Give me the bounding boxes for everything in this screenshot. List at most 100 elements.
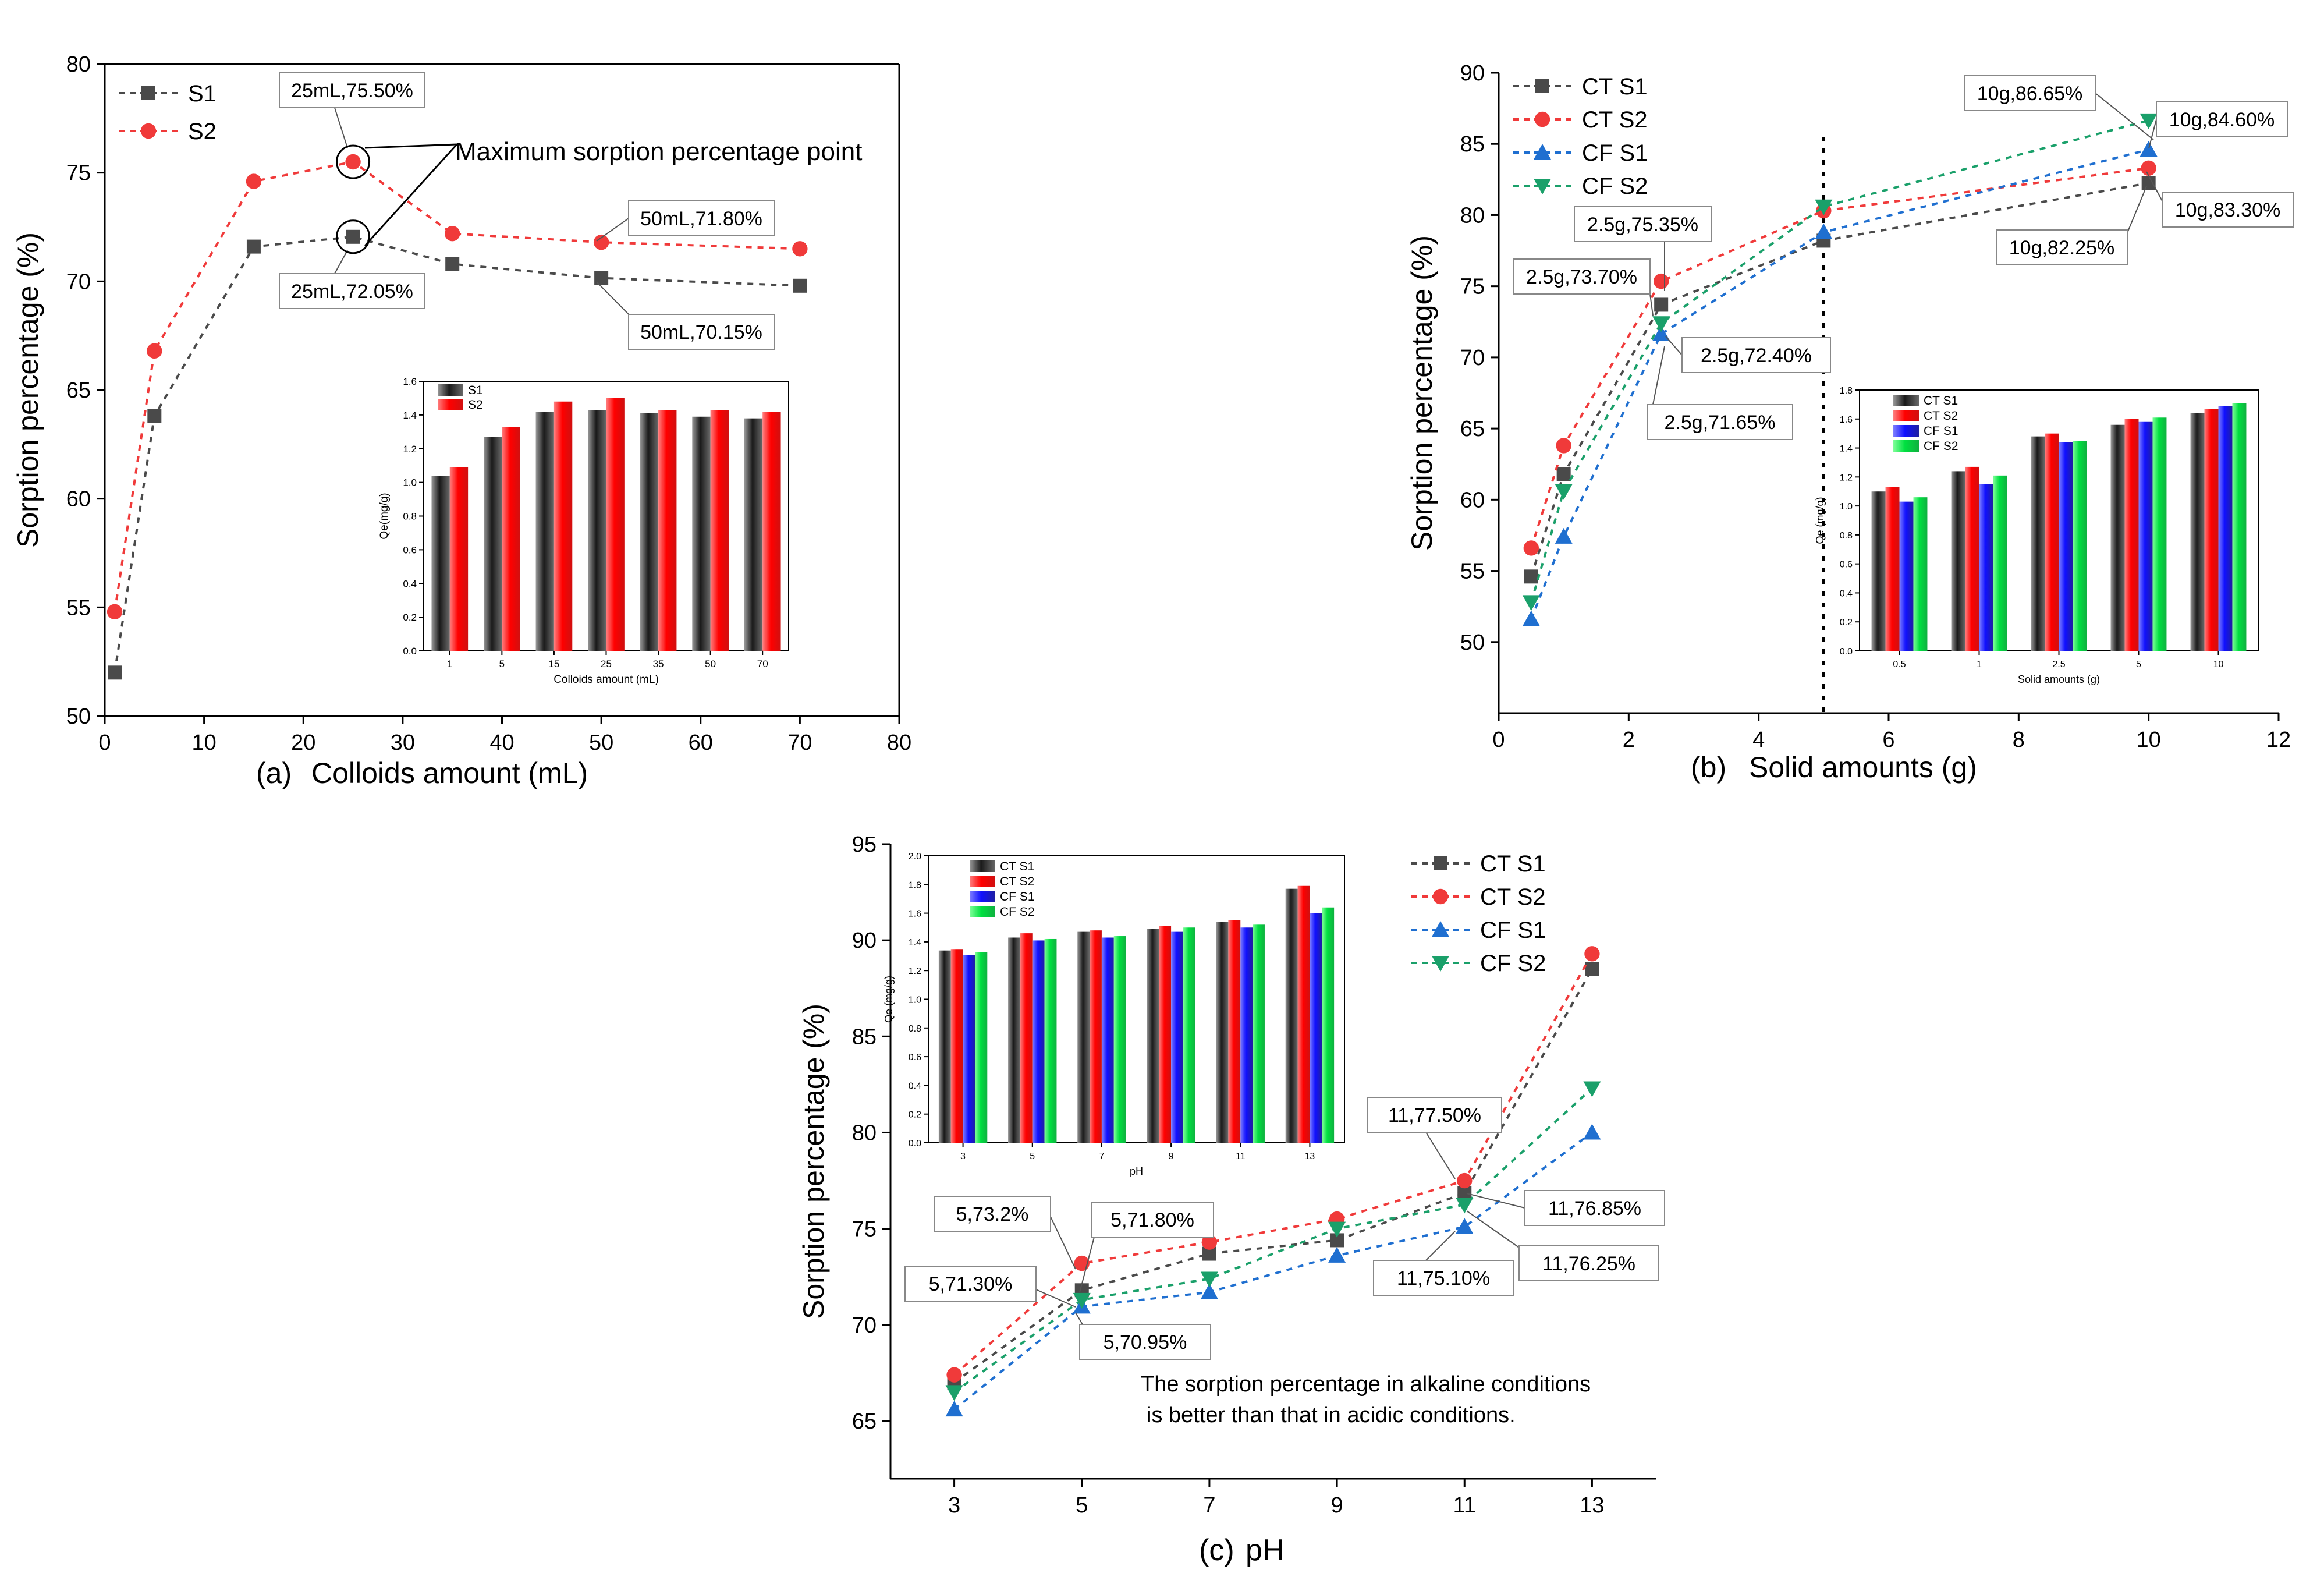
inset-bar [658, 410, 677, 651]
legend-marker [1432, 888, 1449, 905]
y-tick-label: 60 [1460, 488, 1485, 512]
inset-bar-chart: 0.0 0.2 0.4 0.6 0.8 1.0 1.2 1.4 1.6 1.8 2.0 3 5 7 9 11 1… [883, 852, 1345, 1177]
inset-y-tick-label: 0.4 [1840, 589, 1853, 598]
inset-bar [1871, 491, 1886, 651]
callout-box [1964, 75, 2096, 111]
series-line-cf-s1 [1530, 148, 2149, 620]
data-point [1522, 610, 1540, 626]
inset-x-tick-label: 7 [1099, 1152, 1104, 1161]
data-point [946, 1367, 962, 1383]
callout-label: 5,71.80% [1110, 1209, 1194, 1231]
inset-bar [1101, 937, 1114, 1143]
inset-x-tick-label: 35 [653, 658, 664, 669]
y-tick-label: 90 [1460, 61, 1485, 86]
data-point [1585, 962, 1599, 976]
legend-marker [1432, 921, 1449, 937]
series-line-cf-s1 [953, 1131, 1593, 1411]
inset-y-tick-label: 0.4 [403, 578, 417, 589]
callout-leader [1665, 336, 1683, 356]
data-point [2141, 160, 2156, 176]
inset-bar [1113, 936, 1126, 1143]
legend-label: CF S2 [1480, 951, 1546, 976]
callout-leader [1075, 1312, 1083, 1325]
inset-x-tick-label: 5 [1030, 1152, 1035, 1161]
inset-y-tick-label: 0.2 [1840, 618, 1853, 628]
y-tick-label: 65 [66, 378, 91, 403]
x-tick-label: 60 [689, 731, 713, 755]
max-point-pointer [364, 143, 458, 247]
inset-y-tick-label: 1.6 [909, 909, 921, 919]
callout-box [1647, 404, 1793, 440]
inset-y-tick-label: 0.0 [403, 646, 417, 657]
legend-label: CT S2 [1480, 884, 1546, 910]
x-axis-label: Colloids amount (mL) [311, 757, 588, 789]
x-tick-label: 20 [291, 731, 315, 755]
inset-bar [1993, 475, 2007, 651]
y-tick-label: 70 [1460, 346, 1485, 370]
inset-x-tick-label: 50 [705, 658, 716, 669]
callout-box [628, 314, 775, 350]
inset-legend-label: CT S2 [1924, 409, 1958, 423]
inset-bar [2110, 424, 2125, 651]
data-point [1524, 569, 1538, 584]
callout-leader [1079, 1237, 1095, 1293]
inset-x-tick-label: 70 [757, 658, 768, 669]
callout-box [1524, 1190, 1665, 1226]
legend-marker [141, 86, 155, 100]
inset-y-tick-label: 1.2 [403, 444, 417, 455]
inset-legend-swatch [438, 384, 463, 396]
y-tick-label: 65 [852, 1409, 877, 1434]
inset-legend-label: S2 [468, 398, 483, 412]
callout-label: 25mL,72.05% [291, 281, 413, 303]
callout-box [1079, 1324, 1211, 1360]
inset-legend-label: CF S1 [1924, 424, 1958, 438]
callout-box [1574, 206, 1712, 242]
inset-bar [950, 949, 963, 1143]
y-tick-label: 70 [852, 1313, 877, 1338]
callout-box [1373, 1260, 1514, 1296]
inset-x-tick-label: 9 [1169, 1152, 1174, 1161]
data-point [346, 229, 360, 244]
inset-y-tick-label: 2.0 [909, 852, 921, 862]
inset-bar [1913, 497, 1928, 651]
inset-legend-swatch [1893, 395, 1919, 406]
callout-leader [2095, 93, 2154, 140]
inset-bar [1285, 888, 1298, 1143]
x-tick-label: 9 [1331, 1493, 1343, 1518]
inset-legend-label: CF S1 [1000, 890, 1035, 904]
data-point [445, 257, 460, 271]
data-point [246, 173, 262, 189]
y-axis-label: Sorption percentage (%) [1406, 235, 1438, 551]
x-tick-label: 8 [2013, 728, 2025, 752]
legend-label: CF S1 [1480, 917, 1546, 943]
inset-bar [938, 950, 951, 1143]
data-point [1522, 595, 1540, 611]
inset-bar [1159, 926, 1172, 1143]
inset-bar [975, 952, 988, 1143]
inset-bar [535, 412, 554, 651]
inset-y-tick-label: 0.8 [403, 511, 417, 522]
x-tick-label: 10 [191, 731, 216, 755]
callout-leader [334, 250, 348, 274]
inset-bar [2152, 417, 2167, 651]
inset-bar [2138, 421, 2153, 651]
data-point [1555, 484, 1573, 500]
inset-x-tick-label: 1 [447, 658, 452, 669]
legend-marker [1535, 79, 1549, 93]
inset-bar-chart: 0.0 0.2 0.4 0.6 0.8 1.0 1.2 1.4 1.6 1.8 0.5 1 2.5 5 10… [1814, 386, 2259, 685]
callout-leader [2148, 119, 2157, 149]
inset-y-tick-label: 0.6 [909, 1053, 921, 1062]
callout-box [1996, 229, 2128, 265]
data-point [1653, 273, 1669, 289]
inset-bar [1183, 927, 1195, 1143]
callout-label: 50mL,71.80% [640, 208, 762, 230]
inset-bar [2190, 413, 2205, 651]
data-point [1328, 1221, 1346, 1238]
inset-bar [1965, 466, 1979, 651]
inset-x-axis-label: Solid amounts (g) [2018, 674, 2100, 685]
inset-bar [1253, 924, 1265, 1143]
callout-box [934, 1196, 1051, 1232]
annotation-text: The sorption percentage in alkaline cond… [1141, 1372, 1591, 1397]
data-point [1328, 1246, 1346, 1263]
